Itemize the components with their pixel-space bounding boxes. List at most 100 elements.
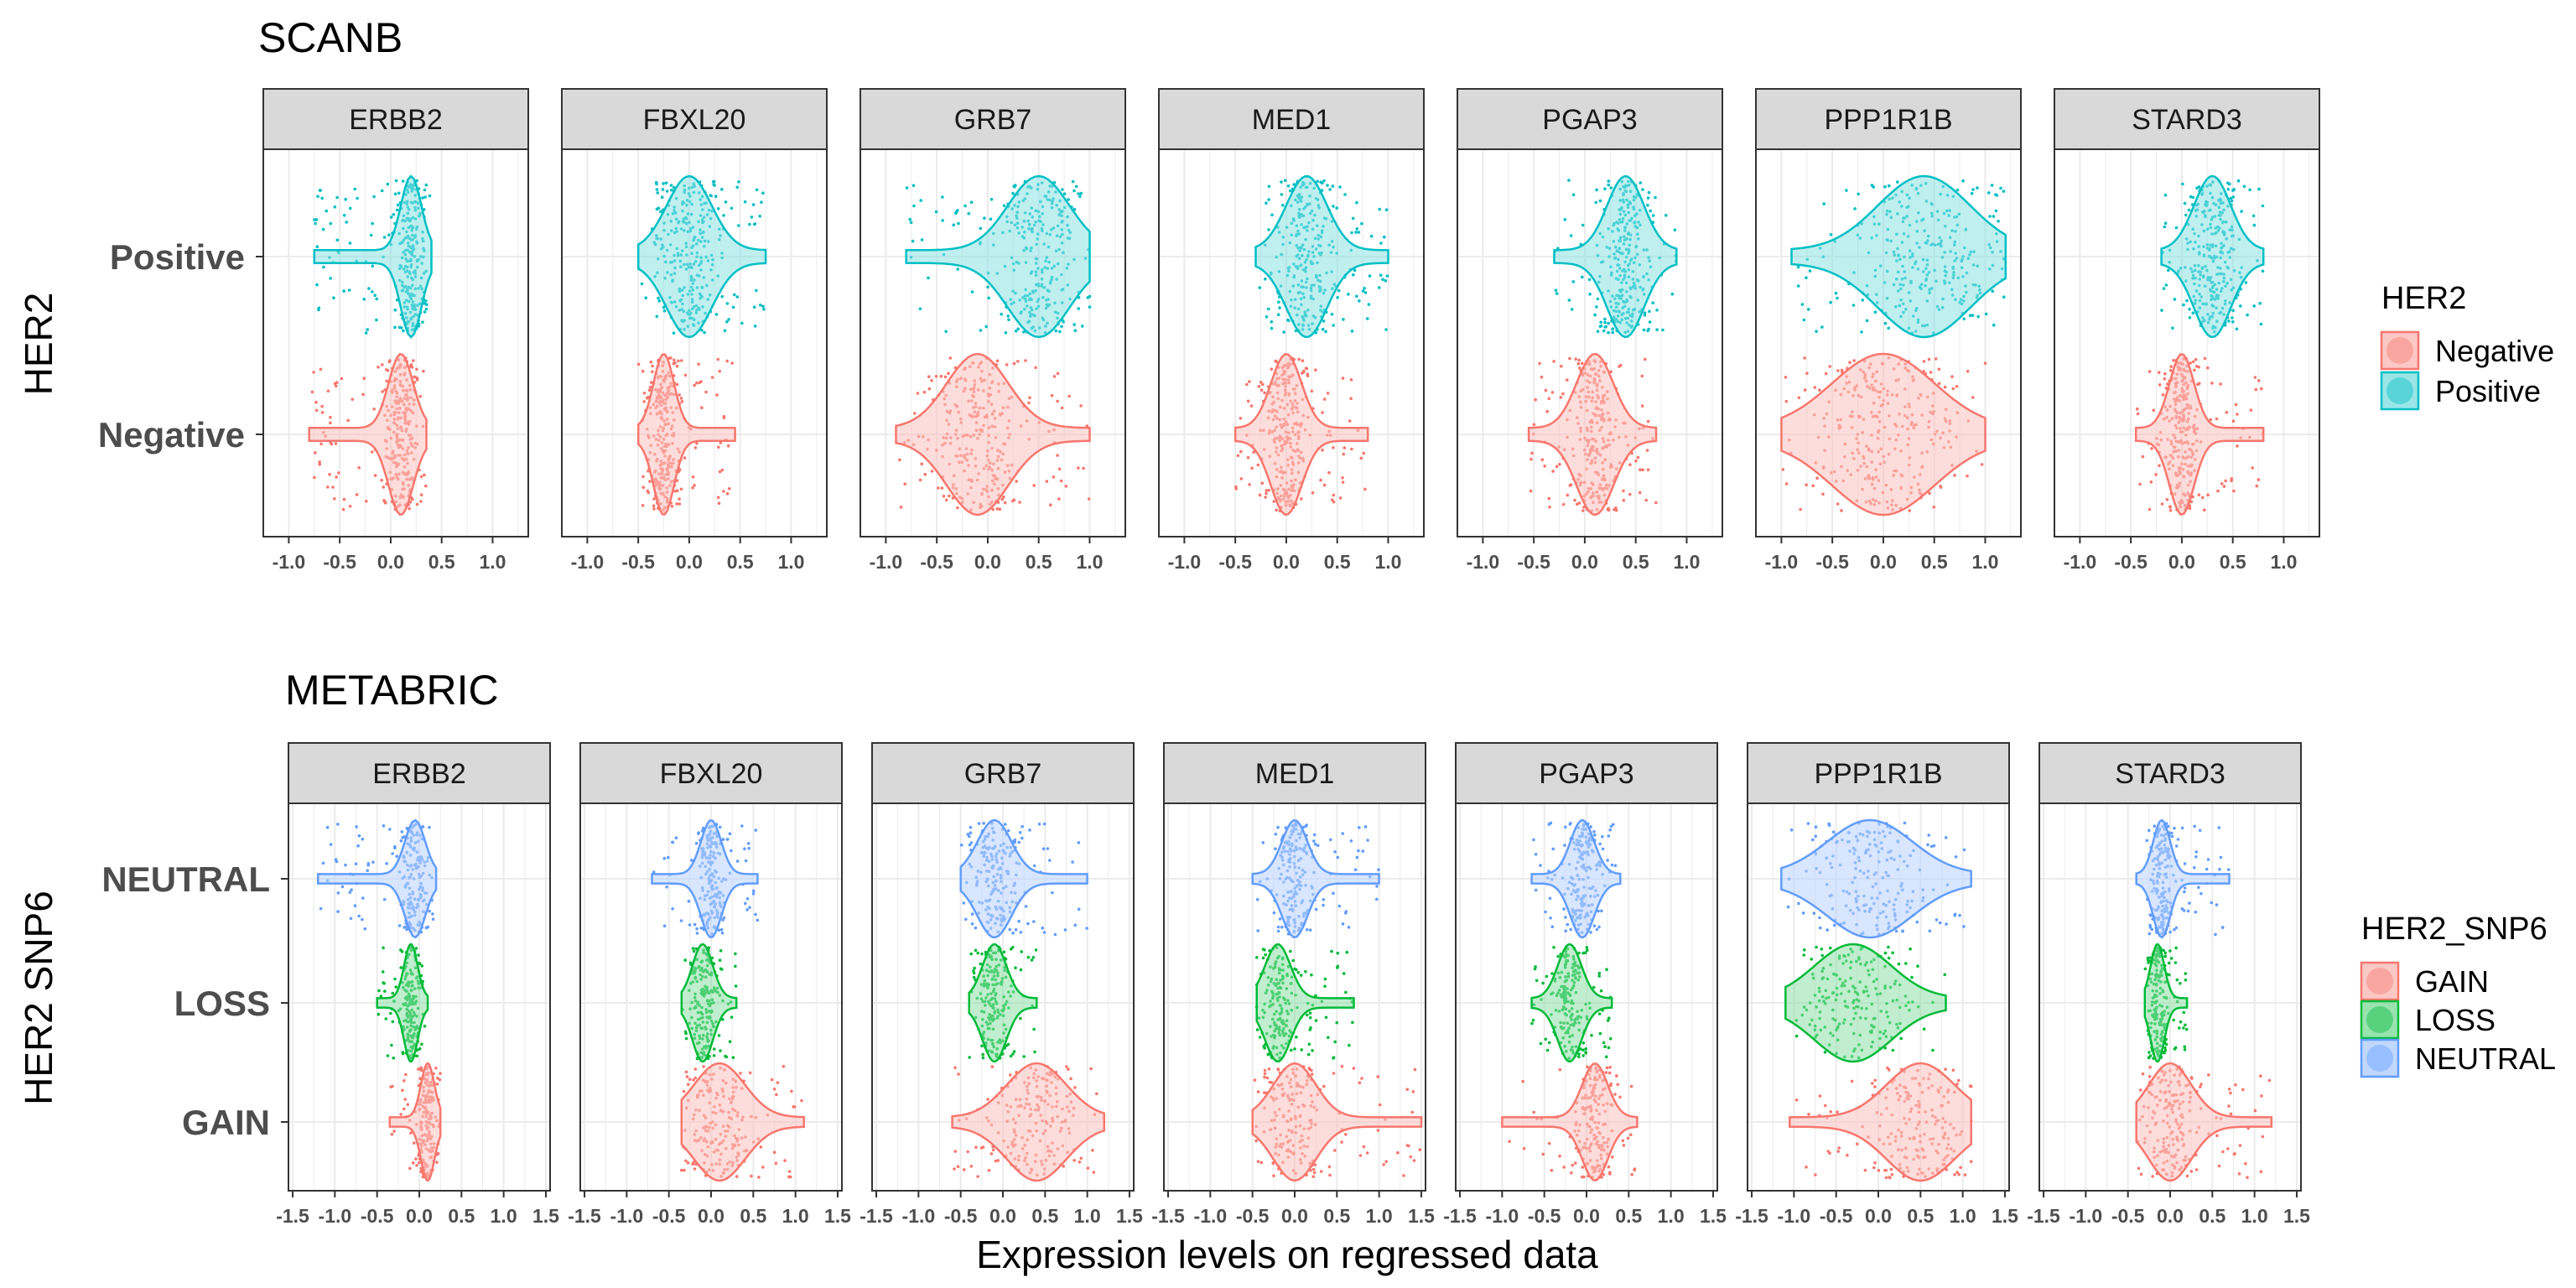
data-point — [1016, 360, 1020, 363]
x-tick-label: -1.0 — [1467, 551, 1500, 573]
facet-strip-label: FBXL20 — [643, 104, 746, 136]
data-point — [1654, 195, 1657, 200]
data-point — [2231, 309, 2235, 313]
data-point — [2231, 419, 2236, 423]
data-point — [351, 397, 355, 402]
data-point — [1555, 292, 1559, 295]
scanb-y-label: HER2 — [17, 293, 60, 396]
data-point — [648, 480, 652, 483]
data-point — [1343, 193, 1347, 196]
data-point — [422, 369, 425, 373]
data-point — [1645, 449, 1649, 452]
data-point — [367, 287, 371, 290]
data-point — [424, 183, 428, 187]
data-point — [1540, 375, 1544, 379]
data-point — [912, 204, 916, 208]
x-tick-label: 1.0 — [1971, 551, 1998, 573]
data-point — [2169, 365, 2173, 368]
data-point — [905, 186, 909, 190]
data-point — [673, 358, 676, 362]
data-point — [1060, 325, 1063, 329]
data-point — [2231, 195, 2236, 199]
data-point — [2165, 497, 2169, 501]
data-point — [394, 179, 398, 183]
data-point — [1611, 327, 1615, 331]
data-point — [1606, 507, 1610, 511]
data-point — [313, 218, 316, 221]
x-tick-label: 0.0 — [1273, 551, 1300, 573]
data-point — [922, 390, 927, 394]
data-point — [1332, 493, 1336, 497]
data-point — [944, 330, 948, 334]
data-point — [986, 285, 989, 289]
data-point — [1803, 356, 1806, 360]
data-point — [1811, 484, 1815, 488]
data-point — [428, 909, 431, 913]
data-point — [334, 442, 338, 445]
data-point — [342, 213, 346, 217]
data-point — [380, 478, 383, 482]
data-point — [362, 298, 366, 301]
data-point — [761, 191, 765, 195]
data-point — [1595, 188, 1598, 192]
data-point — [322, 265, 325, 269]
data-point — [366, 328, 370, 331]
data-point — [2163, 372, 2167, 376]
data-point — [2248, 188, 2251, 192]
data-point — [1057, 497, 1061, 501]
data-point — [410, 366, 414, 369]
data-point — [377, 1012, 381, 1016]
data-point — [1079, 404, 1083, 408]
data-point — [1012, 498, 1016, 501]
data-point — [1061, 188, 1064, 191]
data-point — [1332, 446, 1335, 449]
data-point — [2182, 303, 2185, 307]
data-point — [1829, 300, 1832, 304]
data-point — [402, 1107, 406, 1111]
data-point — [1566, 493, 1570, 497]
data-point — [2226, 181, 2230, 185]
data-point — [2174, 226, 2179, 230]
data-point — [1062, 192, 1067, 195]
data-point — [2160, 502, 2164, 506]
data-point — [439, 1072, 442, 1075]
data-point — [952, 223, 955, 227]
data-point — [970, 290, 974, 293]
x-tick-label: -1.0 — [273, 551, 306, 573]
data-point — [2160, 309, 2163, 312]
data-point — [1349, 378, 1353, 382]
data-point — [1571, 280, 1576, 283]
data-point — [1939, 486, 1943, 489]
data-point — [2187, 208, 2191, 212]
data-point — [722, 416, 726, 420]
data-point — [963, 204, 967, 208]
data-point — [314, 451, 317, 454]
data-point — [667, 356, 672, 360]
data-point — [361, 392, 365, 397]
data-point — [345, 221, 349, 224]
data-point — [751, 203, 756, 206]
data-point — [1544, 388, 1548, 392]
data-point — [1834, 291, 1838, 295]
data-point — [2236, 413, 2239, 416]
data-point — [2188, 308, 2191, 311]
data-point — [329, 421, 332, 425]
data-point — [2163, 225, 2167, 229]
data-point — [761, 304, 765, 309]
data-point — [644, 296, 647, 300]
data-point — [1351, 216, 1355, 221]
data-point — [954, 211, 958, 215]
data-point — [435, 1161, 439, 1164]
data-point — [725, 319, 729, 324]
data-point — [1056, 454, 1059, 457]
data-point — [2188, 506, 2192, 511]
data-point — [2236, 179, 2241, 183]
data-point — [715, 393, 719, 397]
x-tick-label: 0.0 — [2168, 551, 2195, 573]
data-point — [941, 195, 944, 199]
legend-entry-positive: Positive — [2380, 371, 2541, 411]
data-point — [1082, 466, 1085, 470]
data-point — [393, 325, 397, 330]
data-point — [1805, 371, 1809, 376]
x-tick-label: 0.0 — [1571, 551, 1598, 573]
